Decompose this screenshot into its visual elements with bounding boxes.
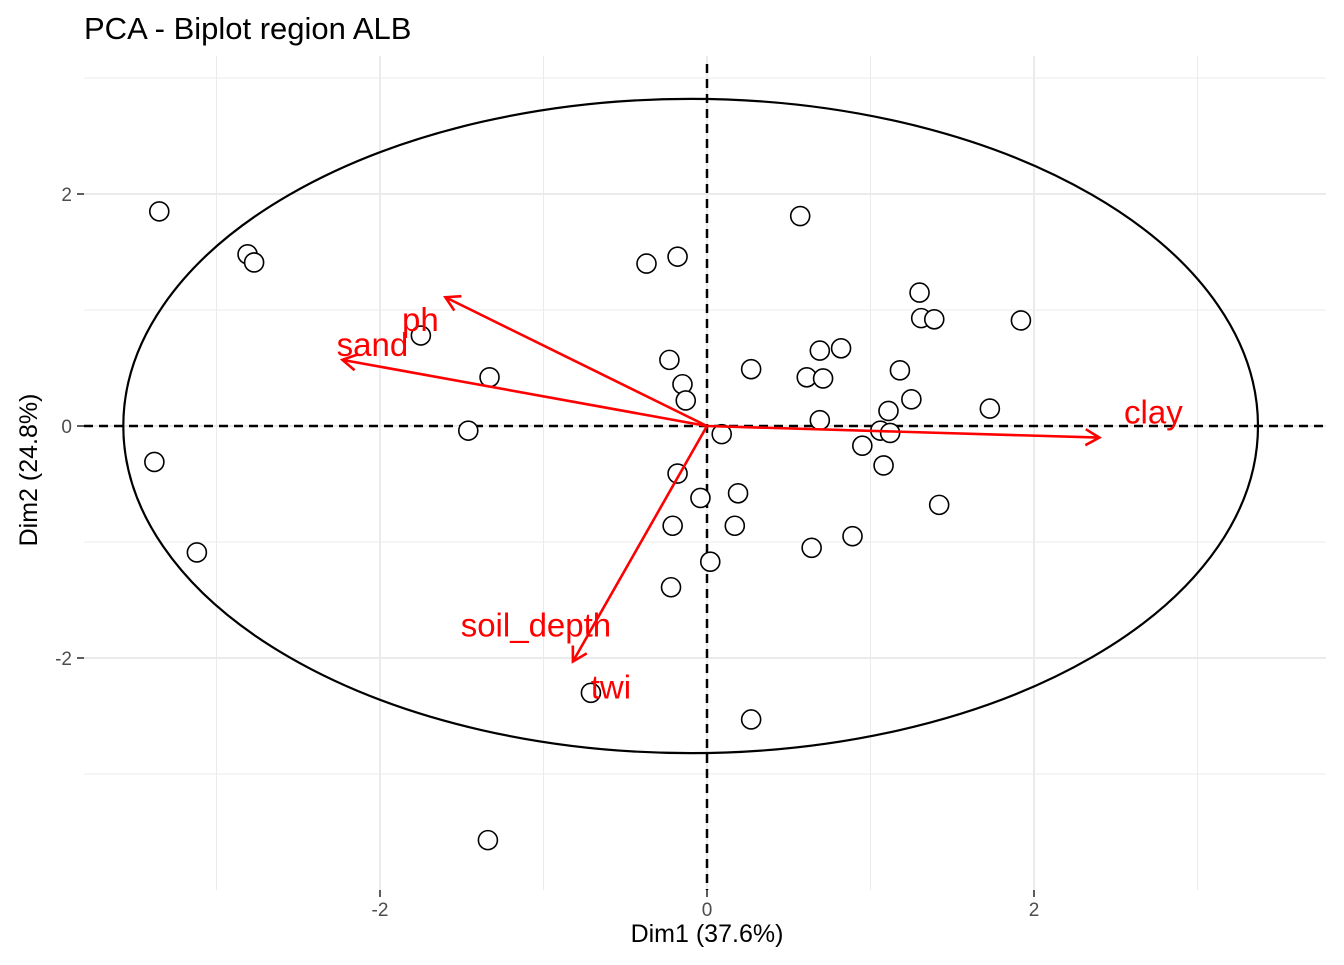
axes-layer: -2 0 2 -2 0 2: [55, 185, 1039, 921]
y-tick-label: 2: [61, 185, 72, 206]
data-point: [901, 389, 922, 410]
variable-arrow-ph: [444, 296, 708, 428]
data-point: [243, 252, 265, 273]
data-point: [809, 340, 831, 361]
y-tick-label: -2: [55, 649, 72, 670]
data-point: [580, 682, 602, 704]
variable-arrowhead-soil_depth: [571, 645, 588, 664]
variable-label-clay: clay: [1124, 394, 1183, 431]
variable-arrowhead-ph: [443, 294, 462, 312]
variable-arrow-sand: [342, 358, 708, 428]
data-point: [923, 308, 945, 330]
data-point: [477, 829, 499, 851]
data-point: [878, 400, 899, 422]
data-point: [636, 253, 657, 274]
data-point: [740, 709, 762, 730]
data-point: [842, 525, 863, 547]
data-point: [699, 551, 721, 573]
y-axis-label: Dim2 (24.8%): [15, 394, 43, 547]
variable-label-twi: twi: [591, 668, 631, 705]
data-point: [148, 201, 170, 222]
y-tick-label: 0: [61, 417, 72, 438]
data-point: [186, 542, 208, 563]
data-point: [852, 435, 873, 457]
data-point: [873, 455, 894, 476]
data-point: [457, 420, 479, 441]
variable-arrows-layer: [339, 294, 1102, 664]
data-point: [724, 515, 746, 537]
data-point: [801, 537, 822, 559]
variable-arrowhead-sand: [339, 353, 358, 372]
points-layer: [144, 201, 1032, 851]
data-point: [979, 398, 1001, 419]
x-tick-label: 0: [702, 900, 713, 921]
data-point: [789, 205, 811, 227]
data-point: [812, 368, 834, 389]
data-point: [410, 325, 432, 346]
data-point: [660, 576, 682, 598]
variable-label-soil_depth: soil_depth: [461, 606, 611, 643]
data-point: [711, 423, 733, 445]
variable-label-ph: ph: [402, 301, 439, 338]
x-tick-label: 2: [1029, 900, 1040, 921]
data-point: [662, 515, 683, 537]
variable-label-sand: sand: [337, 326, 409, 363]
data-point: [727, 482, 749, 504]
data-point: [809, 409, 831, 431]
data-point: [909, 282, 930, 303]
x-tick-label: -2: [372, 900, 389, 921]
chart-title: PCA - Biplot region ALB: [84, 11, 411, 46]
data-point: [1010, 310, 1032, 331]
data-point: [690, 487, 711, 509]
variable-arrowhead-clay: [1084, 428, 1102, 447]
x-axis-label: Dim1 (37.6%): [631, 920, 784, 948]
data-point: [879, 422, 901, 444]
variable-arrow-clay: [706, 424, 1100, 439]
data-point: [144, 451, 165, 473]
variable-arrow-soil_depth: [571, 425, 709, 663]
data-point: [667, 246, 688, 267]
data-point: [659, 349, 680, 371]
data-point: [675, 390, 697, 411]
data-point: [479, 366, 500, 388]
data-point: [830, 337, 852, 359]
data-point: [740, 358, 762, 380]
data-point: [889, 360, 911, 381]
data-point: [928, 494, 950, 516]
